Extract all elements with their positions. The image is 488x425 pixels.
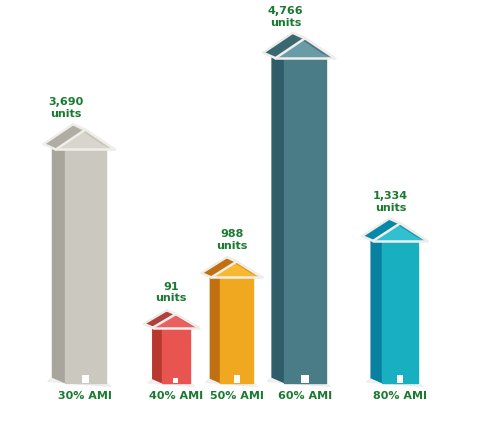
Polygon shape xyxy=(211,261,262,278)
Text: 988
units: 988 units xyxy=(216,230,247,251)
Text: 1,334
units: 1,334 units xyxy=(373,191,408,212)
Bar xyxy=(301,375,309,383)
Polygon shape xyxy=(167,310,199,328)
Bar xyxy=(81,375,89,383)
Polygon shape xyxy=(153,324,162,382)
Polygon shape xyxy=(48,377,111,387)
Polygon shape xyxy=(371,236,382,382)
Polygon shape xyxy=(389,218,427,241)
Bar xyxy=(234,375,240,383)
Polygon shape xyxy=(73,125,115,150)
Polygon shape xyxy=(56,130,115,150)
Text: 91
units: 91 units xyxy=(155,282,186,303)
Polygon shape xyxy=(64,150,106,382)
Text: 60% AMI: 60% AMI xyxy=(278,391,332,401)
Polygon shape xyxy=(210,273,220,383)
Text: 30% AMI: 30% AMI xyxy=(59,391,112,401)
Polygon shape xyxy=(264,33,305,58)
Polygon shape xyxy=(293,33,335,58)
Polygon shape xyxy=(267,377,331,387)
Polygon shape xyxy=(373,224,427,241)
Polygon shape xyxy=(148,379,195,387)
Polygon shape xyxy=(153,314,199,328)
Polygon shape xyxy=(366,378,424,387)
Text: 4,766
units: 4,766 units xyxy=(267,6,304,28)
Polygon shape xyxy=(220,278,253,382)
Polygon shape xyxy=(144,310,176,328)
Polygon shape xyxy=(162,328,190,382)
Text: 3,690
units: 3,690 units xyxy=(48,97,83,119)
Polygon shape xyxy=(275,38,335,58)
Polygon shape xyxy=(227,257,262,278)
Polygon shape xyxy=(362,218,400,241)
Polygon shape xyxy=(43,125,85,150)
Text: 50% AMI: 50% AMI xyxy=(210,391,264,401)
Polygon shape xyxy=(205,378,258,387)
Polygon shape xyxy=(53,144,64,382)
Bar xyxy=(397,375,404,383)
Text: 40% AMI: 40% AMI xyxy=(149,391,203,401)
Text: 80% AMI: 80% AMI xyxy=(373,391,427,401)
Polygon shape xyxy=(272,53,284,382)
Polygon shape xyxy=(382,241,419,382)
Bar xyxy=(173,378,178,382)
Polygon shape xyxy=(202,257,237,278)
Polygon shape xyxy=(284,58,326,382)
